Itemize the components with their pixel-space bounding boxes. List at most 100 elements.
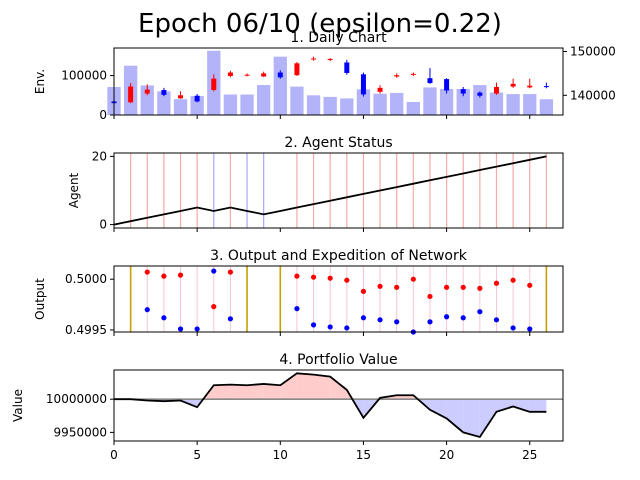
buy-output-point <box>427 293 433 300</box>
candle-body <box>128 86 134 103</box>
volume-bar <box>390 92 404 115</box>
gain-area <box>263 383 281 400</box>
sell-output-point <box>493 317 500 323</box>
y-right-tick-label: 150000 <box>570 45 616 59</box>
x-tick-label: 25 <box>522 448 537 462</box>
gain-area <box>296 373 314 400</box>
loss-area <box>529 399 547 412</box>
volume-bar <box>273 56 287 115</box>
sell-output-point <box>427 319 433 325</box>
panel1-title: 1. Daily Chart <box>290 30 387 46</box>
candle-body <box>178 95 184 99</box>
candle-body <box>394 75 400 77</box>
y-tick-label: 100000 <box>61 69 107 83</box>
sell-output-point <box>227 316 234 322</box>
portfolio-value-line <box>114 372 547 439</box>
buy-output-point <box>344 277 350 283</box>
sell-output-point <box>477 309 483 315</box>
loss-area <box>463 399 480 438</box>
sell-output-point <box>460 315 466 321</box>
candle-body <box>493 86 499 94</box>
volume-bar <box>439 88 454 115</box>
buy-output-point <box>443 284 450 290</box>
candle-body <box>227 72 233 77</box>
candle-body <box>327 58 333 60</box>
candle-body <box>527 85 533 88</box>
plots-group: 0 100000 140000 150000 1. Daily Chart Env. 0 20… <box>11 30 616 462</box>
buy-output-point <box>527 282 533 288</box>
volume-bar <box>306 95 321 115</box>
buy-output-point <box>493 280 500 286</box>
plot-frame-2 <box>113 152 564 229</box>
candle-body <box>161 90 167 95</box>
volume-bar <box>406 101 420 115</box>
candle-body <box>211 78 217 91</box>
plot-frame-1 <box>113 47 564 116</box>
buy-output-point <box>211 304 217 310</box>
candle-body <box>144 89 150 94</box>
sell-output-point <box>443 314 450 320</box>
loss-area <box>429 399 447 419</box>
volume-bar <box>423 87 437 115</box>
y-tick-label: 0 <box>99 108 107 122</box>
volume-bar <box>340 98 354 115</box>
x-tick-label: 15 <box>356 448 371 462</box>
candle-body <box>510 83 516 87</box>
volume-bar <box>506 94 520 115</box>
candle-body <box>377 87 383 92</box>
buy-output-point <box>327 275 333 281</box>
sell-output-point <box>161 315 167 321</box>
volume-bar <box>456 88 470 115</box>
gain-area <box>396 395 414 400</box>
x-tick-label: 10 <box>273 448 288 462</box>
panel4-title: 4. Portfolio Value <box>279 352 397 368</box>
panel4-ylabel: Value <box>11 389 25 422</box>
volume-bar <box>240 94 254 115</box>
volume-bar <box>489 92 504 115</box>
loss-area <box>446 399 464 433</box>
sell-output-point <box>394 319 400 325</box>
volume-bar <box>290 86 304 115</box>
volume-bar <box>140 85 154 115</box>
y-tick-label: 0.5000 <box>65 272 107 286</box>
buy-output-point <box>477 285 483 291</box>
x-tick-label: 20 <box>439 448 454 462</box>
buy-output-point <box>227 269 234 275</box>
sell-output-point <box>510 325 516 331</box>
candle-body <box>427 78 433 84</box>
candle-body <box>460 89 466 94</box>
sell-output-point <box>211 268 217 274</box>
volume-bar <box>223 94 238 115</box>
buy-output-point <box>144 269 150 275</box>
sell-output-point <box>344 325 350 331</box>
buy-output-point <box>294 273 300 279</box>
candle-body <box>477 92 483 96</box>
gain-area <box>280 373 297 400</box>
gain-area <box>247 383 264 400</box>
gain-area <box>230 384 248 400</box>
candle-body <box>294 63 300 76</box>
sell-output-point <box>360 315 367 321</box>
volume-bar <box>190 96 204 115</box>
volume-bar <box>257 85 271 115</box>
x-tick-label: 0 <box>110 448 118 462</box>
buy-output-point <box>377 283 383 289</box>
sell-output-point <box>527 326 533 332</box>
y-right-tick-label: 140000 <box>570 88 616 102</box>
volume-bar <box>323 96 337 115</box>
sell-output-point <box>310 322 317 328</box>
panel3-ylabel: Output <box>33 278 47 320</box>
sell-output-point <box>194 326 200 332</box>
panel2-title: 2. Agent Status <box>284 135 392 151</box>
agent-status-line <box>113 155 547 226</box>
sell-output-point <box>327 324 333 330</box>
buy-output-point <box>410 276 416 282</box>
candle-body <box>444 79 450 91</box>
panel3-title: 3. Output and Expedition of Network <box>210 248 468 264</box>
candle-body <box>311 58 317 60</box>
candle-body <box>360 74 366 95</box>
candle-body <box>194 95 200 102</box>
candle-body <box>344 62 350 73</box>
volume-bar <box>173 99 188 115</box>
